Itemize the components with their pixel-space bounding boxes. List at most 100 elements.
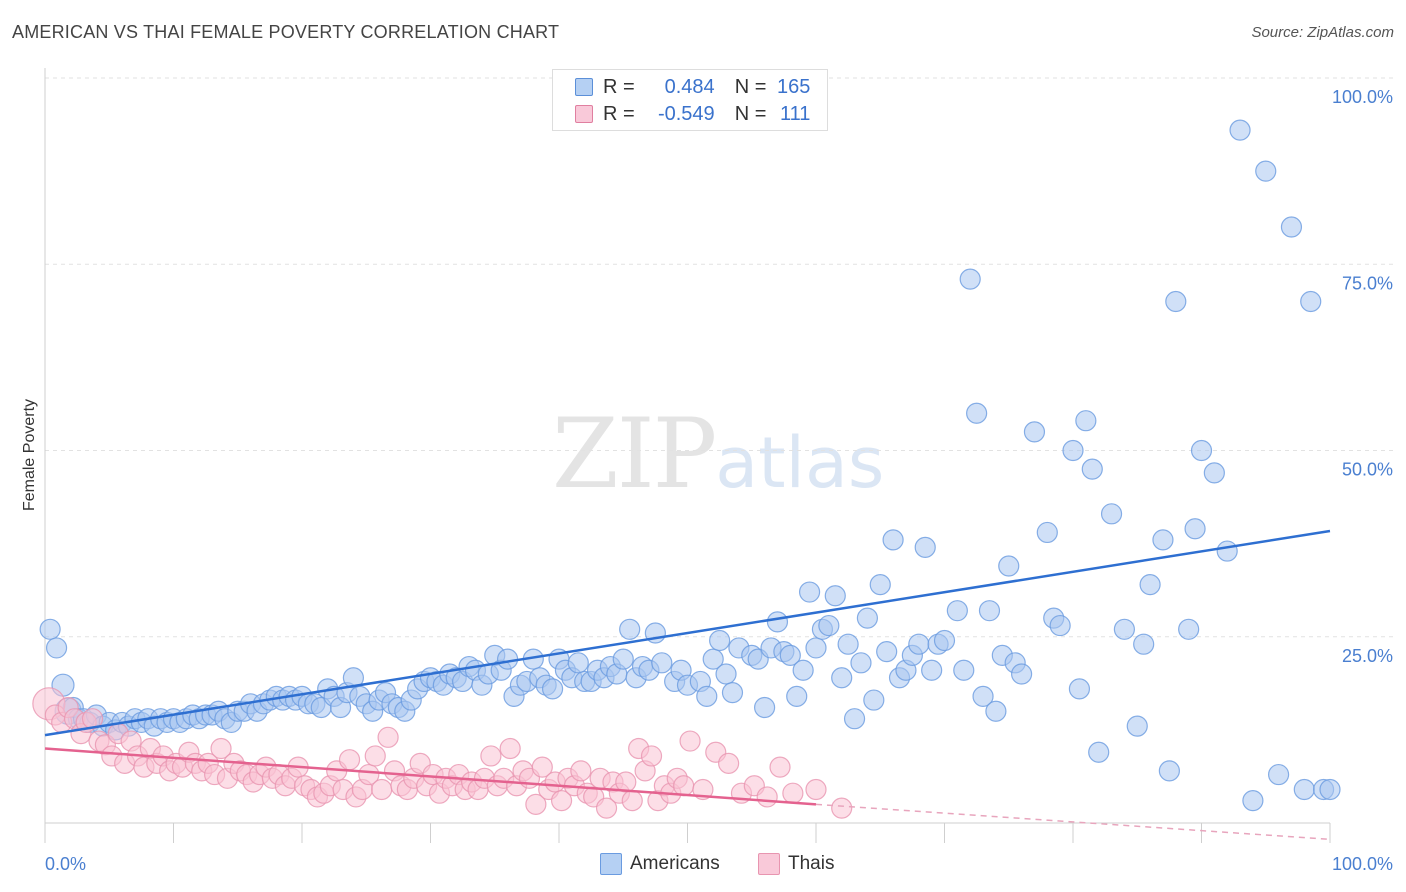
- americans-point: [959, 268, 981, 290]
- americans-point: [914, 536, 936, 558]
- tick-labels: 100.0% 75.0% 50.0% 25.0% 0.0% 100.0%: [45, 87, 1393, 874]
- americans-point: [792, 659, 814, 681]
- y-tick-label: 100.0%: [1332, 87, 1393, 107]
- americans-point: [1165, 290, 1187, 313]
- thais-point: [782, 782, 804, 804]
- americans-point: [921, 659, 943, 681]
- thais-point: [615, 771, 637, 793]
- americans-point: [753, 696, 776, 719]
- x-tick-label: 100.0%: [1332, 854, 1393, 874]
- americans-point: [1113, 618, 1136, 640]
- y-tick-label: 50.0%: [1342, 460, 1393, 480]
- americans-point: [1133, 633, 1155, 655]
- thais-point: [570, 760, 592, 782]
- americans-point: [1255, 160, 1277, 182]
- americans-point: [1242, 790, 1264, 812]
- legend-r-value-americans: 0.484: [664, 75, 715, 98]
- y-tick-label: 25.0%: [1342, 646, 1393, 666]
- thais-trend-extension: [815, 803, 1331, 841]
- americans-point: [1300, 290, 1322, 313]
- americans-point: [985, 700, 1007, 722]
- americans-point: [882, 529, 904, 551]
- americans-point: [1126, 715, 1148, 737]
- legend-r-label: R =: [603, 75, 635, 98]
- americans-point: [1049, 614, 1071, 637]
- americans-point: [766, 611, 789, 633]
- thais-point: [692, 778, 714, 801]
- americans-point: [850, 652, 872, 674]
- legend-row-thais: R = -0.549 N = 111: [575, 103, 810, 125]
- legend: R = 0.484 N = 165 R = -0.549 N = 111: [552, 69, 828, 131]
- thais-point: [550, 790, 573, 812]
- americans-point: [818, 614, 840, 637]
- americans-point: [39, 618, 61, 640]
- americans-point: [1280, 216, 1303, 238]
- legend-r-label: R =: [603, 102, 635, 125]
- americans-point: [567, 652, 589, 674]
- thais-point: [210, 737, 232, 760]
- americans-point: [612, 648, 634, 670]
- americans-point: [876, 641, 898, 663]
- americans-point: [779, 644, 801, 666]
- americans-point: [1178, 618, 1200, 640]
- americans-point: [908, 633, 930, 655]
- americans-point: [497, 648, 519, 670]
- y-axis-label: Female Poverty: [21, 399, 38, 511]
- thais-point: [805, 778, 827, 801]
- thais-point: [621, 790, 643, 812]
- americans-point: [831, 667, 853, 689]
- americans-point: [786, 685, 808, 707]
- legend-r-value-thais: -0.549: [657, 102, 715, 125]
- thais-point: [769, 756, 791, 778]
- americans-point: [1075, 410, 1097, 432]
- americans-point: [824, 585, 846, 607]
- americans-point: [1010, 663, 1033, 685]
- thais-point: [756, 786, 778, 808]
- thais-point: [371, 778, 393, 801]
- americans-point: [1023, 421, 1046, 443]
- americans-point: [1152, 529, 1174, 551]
- americans-trend-line: [44, 529, 1331, 737]
- legend-n-value-americans: 165: [777, 75, 811, 98]
- legend-row-americans: R = 0.484 N = 165: [575, 76, 810, 98]
- americans-point: [856, 607, 879, 629]
- watermark: ZIPatlas: [552, 398, 884, 510]
- americans-point: [863, 689, 885, 711]
- americans-point: [953, 659, 975, 681]
- americans-point: [715, 663, 737, 685]
- trend-lines: [44, 529, 1331, 841]
- thais-point: [364, 745, 386, 767]
- americans-point: [843, 708, 866, 730]
- legend-n-value-thais: 111: [779, 102, 811, 125]
- americans-point: [1216, 540, 1238, 562]
- americans-point: [1158, 760, 1180, 782]
- americans-point: [966, 402, 988, 424]
- americans-point: [1319, 778, 1341, 801]
- thais-point: [595, 797, 618, 819]
- americans-point: [619, 618, 641, 640]
- americans-point: [798, 581, 821, 603]
- americans-point: [805, 637, 827, 659]
- y-tick-label: 75.0%: [1342, 273, 1393, 293]
- americans-point: [1229, 119, 1251, 141]
- americans-point: [651, 652, 673, 674]
- bottom-legend-thais: Thais: [758, 852, 834, 876]
- thais-point: [673, 775, 695, 797]
- americans-point: [541, 678, 564, 700]
- americans-point: [1062, 439, 1084, 462]
- americans-point: [946, 600, 968, 622]
- americans-point: [1088, 741, 1110, 763]
- bottom-legend-americans: Americans: [600, 852, 720, 876]
- thais-point: [499, 737, 521, 760]
- watermark-atlas: atlas: [715, 422, 885, 504]
- thais-point: [718, 752, 740, 775]
- americans-point: [709, 629, 731, 652]
- americans-point: [1293, 778, 1315, 801]
- americans-point: [1068, 678, 1091, 700]
- thais-point: [679, 730, 701, 752]
- watermark-zip: ZIP: [552, 398, 717, 510]
- legend-n-label: N =: [734, 75, 767, 98]
- americans-point: [972, 685, 994, 707]
- thais-trend-line: [44, 747, 817, 806]
